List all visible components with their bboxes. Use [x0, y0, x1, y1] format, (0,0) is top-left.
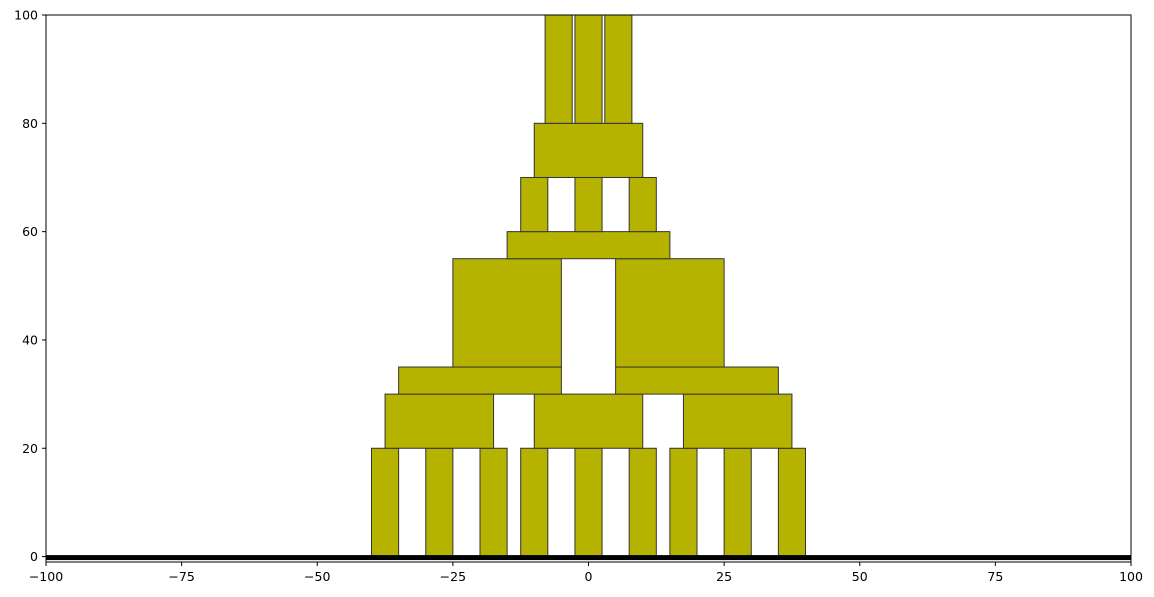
bars-layer: [371, 14, 806, 558]
y-axis-ticks: 0 20 40 60 80 100: [14, 8, 46, 564]
bar-8: [777, 447, 806, 558]
bar-21: [544, 14, 573, 124]
bar-18: [574, 176, 603, 233]
bar-5: [628, 447, 657, 558]
x-tick-label: −75: [168, 569, 194, 584]
bar-13: [615, 366, 779, 395]
bar-11: [682, 393, 793, 449]
y-tick-label: 60: [22, 224, 38, 239]
bar-20: [533, 122, 644, 178]
bar-22: [574, 14, 603, 124]
x-tick-label: 75: [987, 569, 1003, 584]
bar-23: [604, 14, 633, 124]
bar-12: [398, 366, 562, 395]
bar-1: [425, 447, 454, 558]
bar-7: [723, 447, 752, 558]
baseline-bar: [46, 555, 1131, 561]
y-tick-label: 40: [22, 332, 38, 347]
bar-10: [533, 393, 644, 449]
bar-4: [574, 447, 603, 558]
bar-6: [669, 447, 698, 558]
x-tick-label: 0: [585, 569, 593, 584]
y-tick-label: 100: [14, 8, 38, 23]
bar-9: [384, 393, 495, 449]
bar-19: [628, 176, 657, 233]
y-tick-label: 0: [30, 549, 38, 564]
y-tick-label: 80: [22, 116, 38, 131]
bar-17: [520, 176, 549, 233]
bar-15: [615, 258, 725, 368]
x-axis-ticks: −100 −75 −50 −25 0 25 50 75 100: [29, 562, 1143, 584]
x-tick-label: −25: [440, 569, 466, 584]
x-tick-label: 25: [716, 569, 732, 584]
bar-3: [520, 447, 549, 558]
x-tick-label: −100: [29, 569, 63, 584]
x-tick-label: −50: [304, 569, 330, 584]
x-tick-label: 100: [1119, 569, 1143, 584]
bar-16: [506, 231, 671, 260]
bar-2: [479, 447, 508, 558]
bar-14: [452, 258, 562, 368]
bar-0: [371, 447, 400, 558]
x-tick-label: 50: [852, 569, 868, 584]
y-tick-label: 20: [22, 441, 38, 456]
